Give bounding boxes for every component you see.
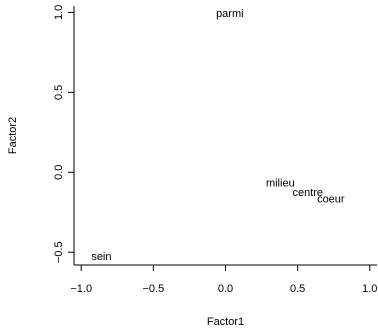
y-tick-label: 0.0 [53,165,65,180]
point-label: parmi [216,8,244,20]
x-axis-label: Factor1 [207,316,244,328]
point-label: milieu [266,177,295,189]
y-tick-label: 0.5 [53,85,65,100]
x-tick-label: −1.0 [70,283,92,295]
y-tick-label: 1.0 [53,5,65,20]
y-axis: −0.5 0.0 0.5 1.0 [53,5,75,265]
y-axis-label: Factor2 [7,117,19,154]
point-label: coeur [317,193,345,205]
x-tick-label: 0.0 [218,283,233,295]
x-tick-label: 0.5 [290,283,305,295]
x-tick-label: 1.0 [362,283,377,295]
x-axis: −1.0 −0.5 0.0 0.5 1.0 [70,264,377,295]
point-label: centre [292,187,323,199]
y-tick-label: −0.5 [53,241,65,263]
point-label: sein [91,251,111,263]
x-tick-label: −0.5 [142,283,164,295]
